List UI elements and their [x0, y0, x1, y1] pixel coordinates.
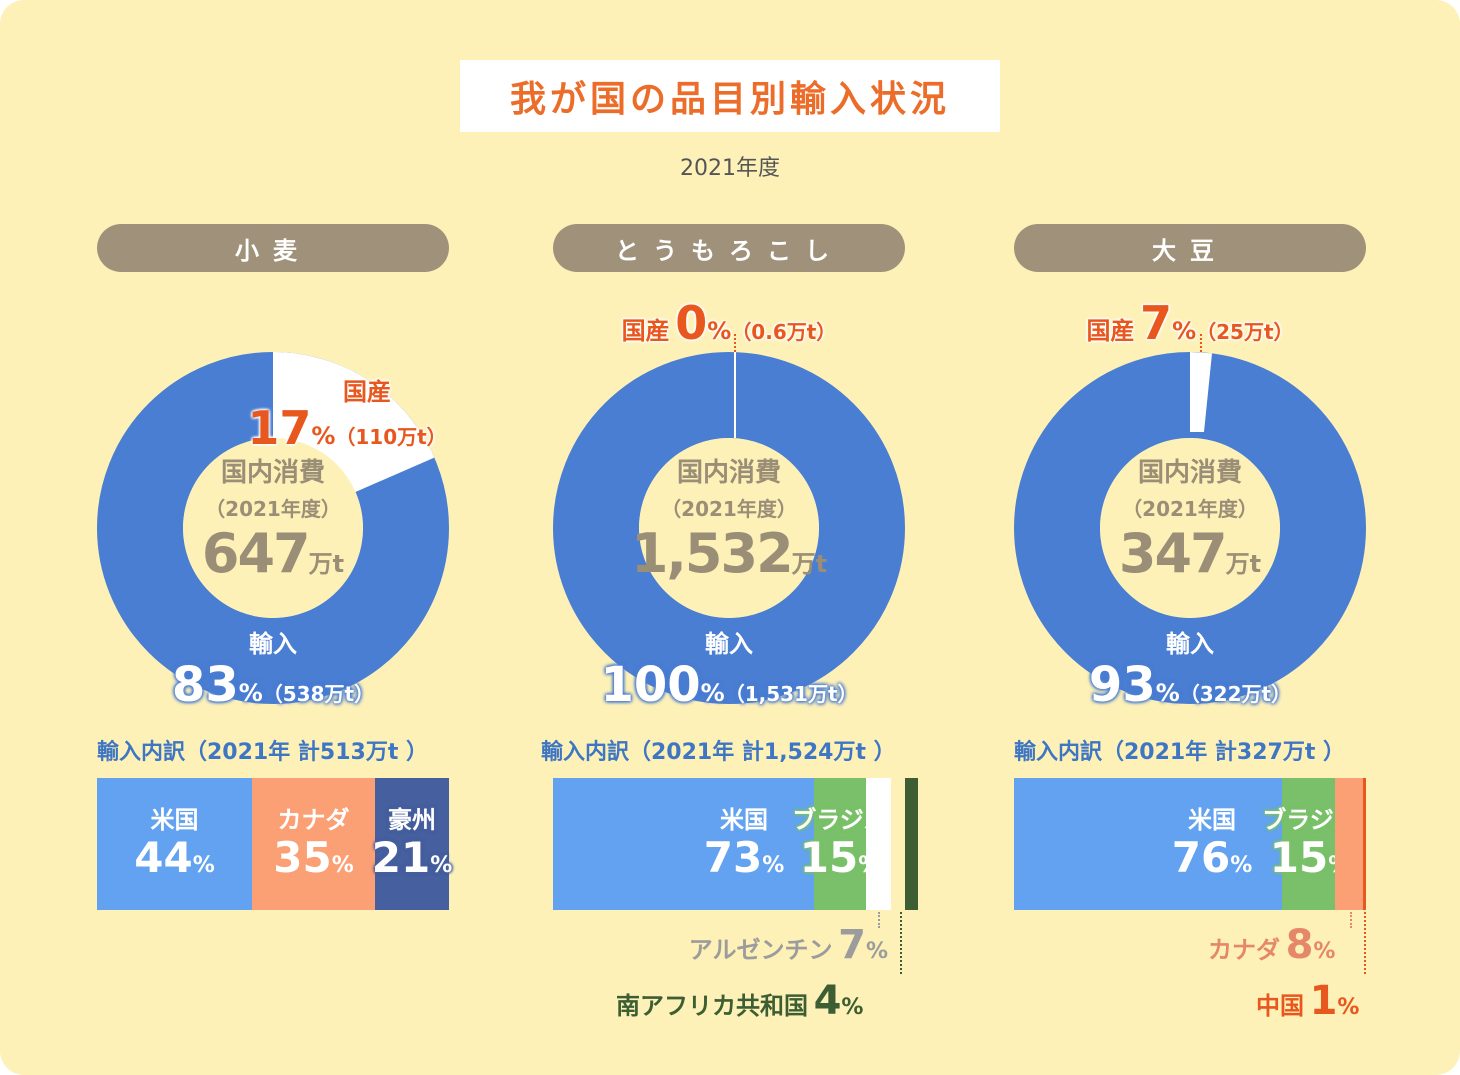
wheat-center-total: 国内消費 （2021年度） 647万t — [201, 458, 345, 585]
donut-hole — [183, 438, 363, 618]
soybean-column: 大豆 国産 7%（25万t） 国内消費 （2021年度） 347万t 輸入 93… — [1014, 224, 1369, 1074]
segment-usa: 米国 44% — [97, 778, 252, 910]
wheat-pill: 小麦 — [97, 224, 449, 272]
fiscal-year: 2021年度 — [680, 156, 780, 181]
segment-australia: 豪州 21% — [372, 778, 452, 910]
wheat-column: 小麦 国産 17%（110万t） 国内消費 （2021年度） 647万t 輸入 … — [97, 224, 452, 1074]
wheat-domestic-label: 国産 17%（110万t） — [247, 378, 447, 455]
corn-import-label: 輸入 100%（1,531万t） — [600, 630, 858, 713]
canada-leader — [1350, 912, 1352, 928]
soybean-import-bar: 米国 76% ブラジル 15% — [1014, 778, 1366, 910]
segment-usa: 米国 73% — [553, 778, 814, 910]
segment-south-africa — [905, 778, 918, 910]
segment-brazil: ブラジル 15% — [792, 778, 888, 910]
corn-domestic-leader — [734, 334, 736, 352]
wheat-import-label: 輸入 83%（538万t） — [171, 630, 375, 713]
import-arc — [553, 352, 905, 704]
south-africa-leader — [900, 912, 902, 974]
page-title: 我が国の品目別輸入状況 — [509, 79, 950, 120]
donut-hole — [639, 438, 819, 618]
canada-note: カナダ 8% — [1208, 922, 1336, 968]
corn-donut-chart — [553, 352, 905, 704]
segment-usa: 米国 76% — [1014, 778, 1282, 910]
argentina-note: アルゼンチン 7% — [688, 922, 888, 968]
title-box: 我が国の品目別輸入状況 — [460, 60, 1000, 132]
soybean-domestic-leader — [1200, 334, 1202, 352]
soybean-domestic-label: 国産 7%（25万t） — [1086, 296, 1294, 350]
corn-center-total: 国内消費 （2021年度） 1,532万t — [630, 458, 828, 585]
wheat-donut-chart — [97, 352, 449, 704]
corn-pill: とうもろこし — [553, 224, 905, 272]
soybean-donut-chart — [1014, 352, 1366, 704]
segment-canada — [1335, 778, 1363, 910]
donut-hole — [1100, 438, 1280, 618]
soybean-import-label: 輸入 93%（322万t） — [1088, 630, 1292, 713]
domestic-arc — [1190, 352, 1212, 432]
segment-canada: カナダ 35% — [252, 778, 375, 910]
domestic-arc — [734, 352, 736, 438]
corn-import-bar: 米国 73% ブラジル 15% — [553, 778, 918, 910]
segment-argentina — [866, 778, 891, 910]
corn-domestic-label: 国産 0%（0.6万t） — [621, 296, 837, 350]
wheat-import-bar: 米国 44% カナダ 35% 豪州 21% — [97, 778, 452, 910]
china-note: 中国 1% — [1256, 978, 1360, 1024]
segment-china — [1363, 778, 1366, 910]
south-africa-note: 南アフリカ共和国 4% — [616, 978, 864, 1024]
wheat-breakdown-title: 輸入内訳（2021年 計513万t ） — [97, 740, 428, 765]
soybean-breakdown-title: 輸入内訳（2021年 計327万t ） — [1014, 740, 1345, 765]
china-leader — [1364, 912, 1366, 974]
corn-breakdown-title: 輸入内訳（2021年 計1,524万t ） — [541, 740, 896, 765]
soybean-pill: 大豆 — [1014, 224, 1366, 272]
segment-brazil: ブラジル 15% — [1262, 778, 1358, 910]
corn-column: とうもろこし 国産 0%（0.6万t） 国内消費 （2021年度） 1,532万… — [541, 224, 918, 1074]
argentina-leader — [878, 912, 880, 928]
soybean-center-total: 国内消費 （2021年度） 347万t — [1118, 458, 1262, 585]
